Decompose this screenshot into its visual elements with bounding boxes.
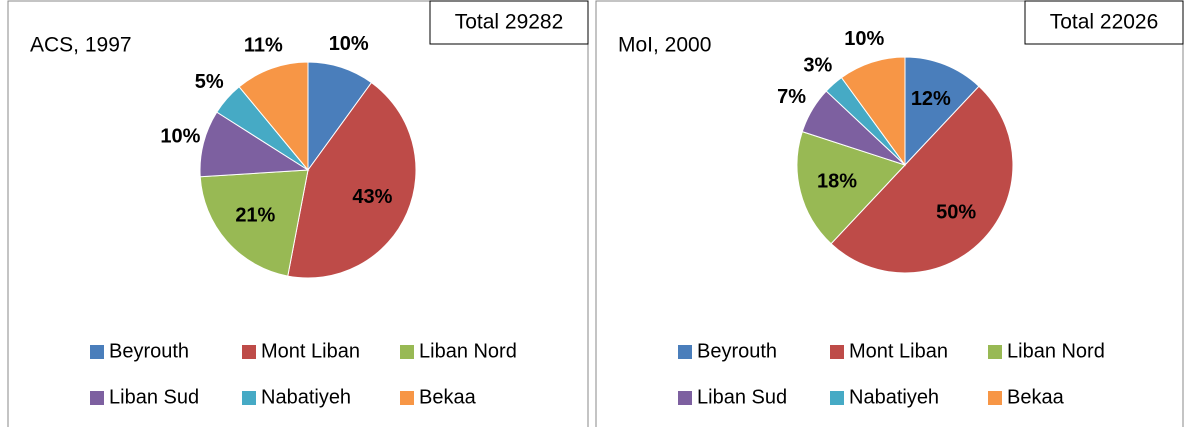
pie-slice: [796, 130, 906, 245]
legend-swatch: [678, 391, 692, 405]
legend-swatch: [242, 345, 256, 359]
legend-swatch: [988, 345, 1002, 359]
data-label: 11%: [244, 34, 283, 56]
data-label: 5%: [195, 71, 224, 93]
data-label: 3%: [803, 54, 832, 76]
total-label: Total 29282: [455, 11, 564, 34]
data-label: 43%: [352, 186, 392, 208]
total-label: Total 22026: [1050, 11, 1159, 34]
legend-swatch: [678, 345, 692, 359]
legend-label: Beyrouth: [697, 340, 777, 362]
legend-swatch: [90, 345, 104, 359]
data-label: 10%: [160, 126, 200, 148]
legend-label: Nabatiyeh: [849, 386, 939, 408]
legend-label: Beyrouth: [109, 340, 189, 362]
data-label: 50%: [936, 201, 976, 223]
pie-slice: [238, 61, 309, 172]
legend-swatch: [988, 391, 1002, 405]
data-label: 18%: [817, 171, 857, 193]
legend-label: Liban Nord: [1007, 340, 1105, 362]
legend-swatch: [830, 391, 844, 405]
legend-label: Liban Sud: [697, 386, 787, 408]
legend-label: Liban Sud: [109, 386, 199, 408]
chart-title: MoI, 2000: [618, 34, 711, 57]
legend-label: Bekaa: [1007, 386, 1065, 408]
pie-slice: [287, 81, 417, 279]
legend-label: Liban Nord: [419, 340, 517, 362]
legend-swatch: [242, 391, 256, 405]
legend-label: Mont Liban: [261, 340, 360, 362]
pie-slice: [199, 169, 309, 277]
legend-label: Mont Liban: [849, 340, 948, 362]
legend-swatch: [400, 391, 414, 405]
pie-slice: [830, 85, 1014, 274]
legend-label: Nabatiyeh: [261, 386, 351, 408]
data-label: 10%: [329, 33, 369, 55]
pie-slice: [904, 56, 980, 167]
total-box: [429, 0, 589, 45]
pie-slice: [840, 56, 906, 167]
legend-label: Bekaa: [419, 386, 477, 408]
legend-swatch: [830, 345, 844, 359]
data-label: 12%: [911, 88, 951, 110]
data-label: 7%: [777, 86, 806, 108]
legend-swatch: [400, 345, 414, 359]
total-box: [1024, 0, 1184, 45]
legend-swatch: [90, 391, 104, 405]
data-label: 10%: [844, 28, 884, 50]
data-label: 21%: [235, 205, 275, 227]
chart-title: ACS, 1997: [30, 34, 132, 57]
